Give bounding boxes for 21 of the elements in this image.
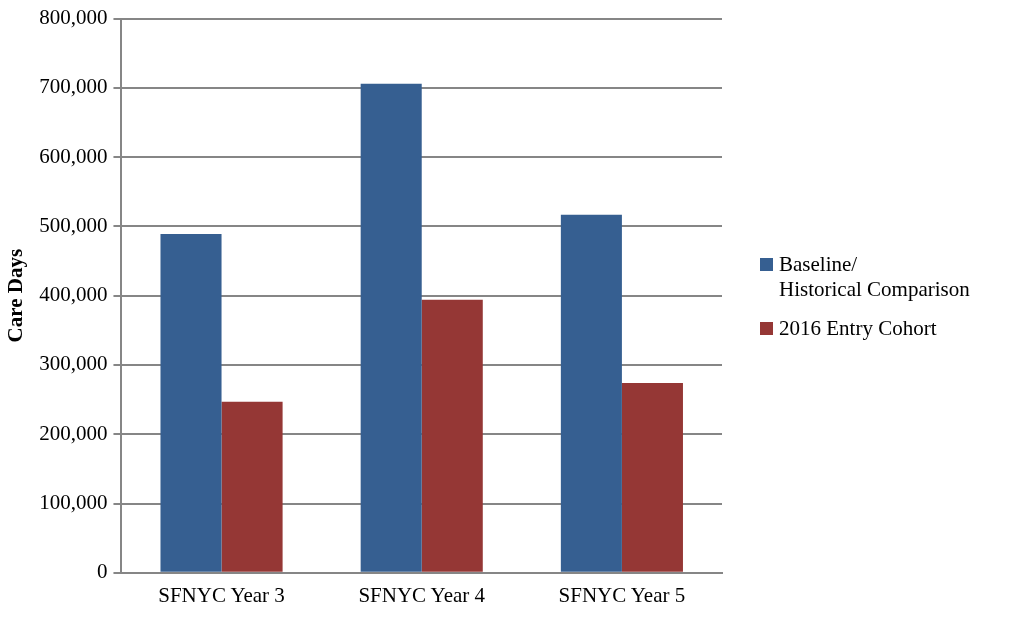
- x-tick-label: SFNYC Year 4: [358, 582, 486, 607]
- y-axis-title: Care Days: [3, 248, 28, 343]
- bar: [221, 401, 283, 572]
- bar: [621, 382, 683, 572]
- y-tick-label: 100,000: [39, 490, 108, 515]
- y-tick-label: 0: [96, 559, 108, 584]
- bar: [421, 299, 483, 572]
- x-tick-label: SFNYC Year 3: [158, 582, 285, 607]
- y-tick-label: 200,000: [39, 420, 108, 445]
- legend-label: 2016 Entry Cohort: [779, 316, 937, 341]
- y-tick-label: 500,000: [39, 212, 108, 237]
- y-tick-label: 600,000: [39, 143, 108, 168]
- legend-label: Baseline/ Historical Comparison: [779, 252, 970, 302]
- bar: [560, 214, 622, 572]
- x-tick-label: SFNYC Year 5: [558, 582, 686, 607]
- bar: [360, 83, 422, 572]
- bar: [160, 234, 222, 572]
- y-tick-label: 400,000: [39, 282, 108, 307]
- y-tick-label: 800,000: [39, 5, 108, 30]
- y-tick-label: 700,000: [39, 74, 108, 99]
- y-tick-label: 300,000: [39, 351, 108, 376]
